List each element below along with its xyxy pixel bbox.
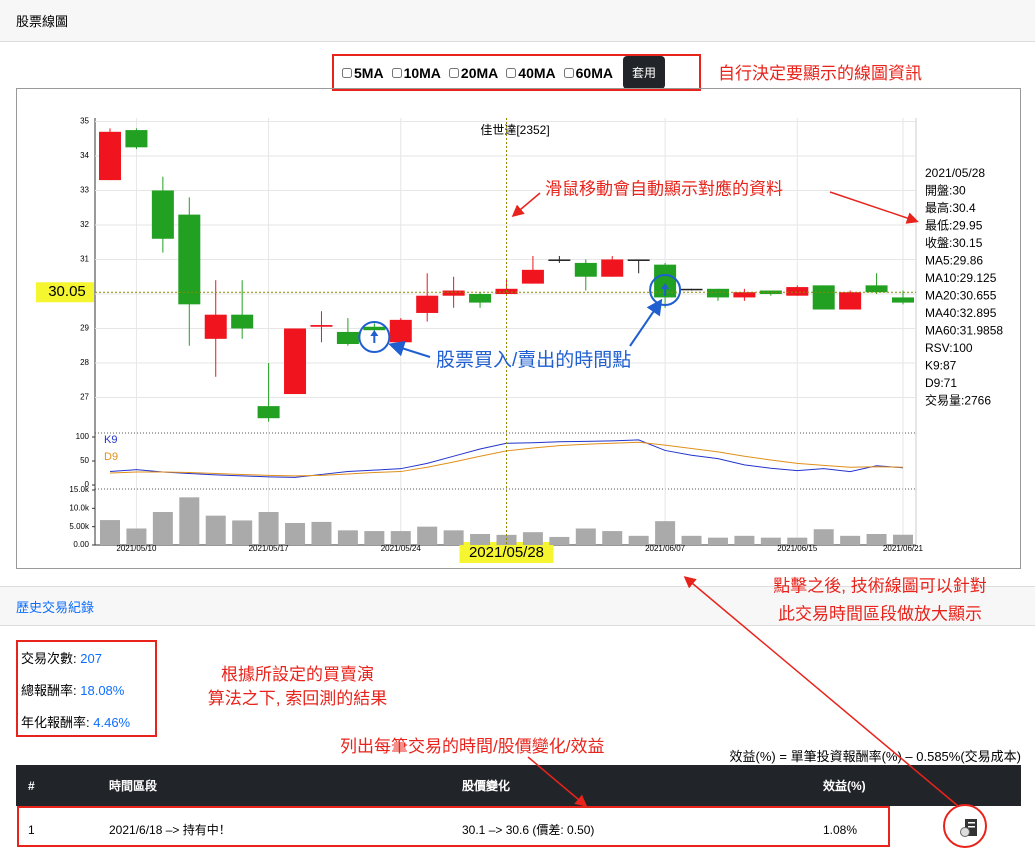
stat-value: 207 <box>80 651 102 666</box>
ma-label: 60MA <box>575 64 613 81</box>
annotation-line: 算法之下, 索回測的結果 <box>207 689 388 708</box>
ma-option: 20MA <box>448 64 499 81</box>
ma-checkbox[interactable] <box>506 67 517 78</box>
annotation-line: 根據所設定的買賣演 <box>221 665 374 684</box>
ma-controls: 5MA 10MA 20MA 40MA 60MA 套用 <box>332 54 701 91</box>
ma-label: 40MA <box>518 64 556 81</box>
header-bar: 股票線圖 <box>0 0 1035 42</box>
section-title[interactable]: 歷史交易紀錄 <box>16 599 95 615</box>
ma-checkbox[interactable] <box>391 67 402 78</box>
ma-option: 5MA <box>342 65 384 81</box>
table-cell: 1 <box>16 806 97 849</box>
stat-row: 交易次數: 207 <box>21 648 155 680</box>
table-header: # <box>16 765 97 806</box>
ma-option: 40MA <box>506 64 556 81</box>
table-cell: 2021/6/18 –> 持有中！ <box>97 806 450 849</box>
annotation: 列出每筆交易的時間/股價變化/效益 <box>340 737 605 756</box>
stat-row: 年化報酬率: 4.46% <box>21 712 155 744</box>
section-bar: 歷史交易紀錄 <box>0 586 1035 626</box>
stat-value: 18.08% <box>80 683 125 698</box>
ma-label: 20MA <box>460 64 499 81</box>
table-cell: 1.08% <box>811 806 947 849</box>
ma-checkbox[interactable] <box>342 67 352 78</box>
stat-row: 總報酬率: 18.08% <box>21 680 155 712</box>
ma-label: 10MA <box>403 64 441 81</box>
annotation: 自行決定要顯示的線圖資訊 <box>718 64 922 83</box>
table-header: 股價變化 <box>450 765 811 806</box>
apply-button[interactable]: 套用 <box>623 56 666 89</box>
ma-option: 10MA <box>391 64 441 81</box>
table-header: 時間區段 <box>97 765 450 806</box>
note: 效益(%) = 單筆投資報酬率(%) – 0.585%(交易成本) <box>729 749 1021 764</box>
ma-checkbox[interactable] <box>448 67 459 78</box>
stats-box: 交易次數: 207 總報酬率: 18.08% 年化報酬率: 4.46% <box>16 640 157 737</box>
chart-frame <box>16 88 1021 569</box>
table-cell <box>947 806 1021 849</box>
table-cell: 30.1 –> 30.6 (價差: 0.50) <box>450 806 811 849</box>
zoom-icon[interactable] <box>959 817 981 839</box>
table-header <box>947 765 1021 806</box>
ma-label: 5MA <box>354 64 384 81</box>
stat-value: 4.46% <box>93 715 131 730</box>
trade-table: # 時間區段 股價變化 效益(%) 1 2021/6/18 –> 持有中！ 30.1 –> … <box>16 765 1021 849</box>
ma-option: 60MA <box>563 64 613 81</box>
table-row: 1 2021/6/18 –> 持有中！ 30.1 –> 30.6 (價差: 0.50… <box>16 806 1021 849</box>
header-title: 股票線圖 <box>16 14 69 29</box>
stat-label: 年化報酬率: <box>21 715 90 730</box>
annotation: 根據所設定的買賣演 算法之下, 索回測的結果 <box>190 663 405 711</box>
table-header: 效益(%) <box>811 765 947 806</box>
stat-label: 交易次數: <box>21 651 77 666</box>
ma-checkbox[interactable] <box>563 67 574 78</box>
stat-label: 總報酬率: <box>21 683 77 698</box>
